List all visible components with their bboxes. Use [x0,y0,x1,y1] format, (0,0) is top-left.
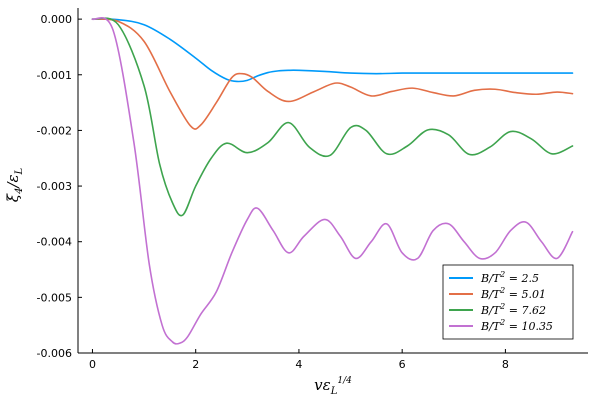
y-tick-label: -0.001 [37,69,72,82]
legend-label-2: B/T2 = 5.01 [480,286,546,301]
legend-label-1: B/T2 = 2.5 [480,270,539,285]
x-tick-label: 6 [399,358,406,371]
series-line-2 [91,18,574,130]
legend-label-3: B/T2 = 7.62 [480,302,546,317]
y-tick-label: -0.005 [37,291,72,304]
y-tick-label: -0.006 [37,347,72,360]
legend-label-4: B/T2 = 10.35 [480,318,553,333]
series-line-3 [91,17,574,217]
series-lines [91,16,574,345]
y-tick-label: -0.003 [37,180,72,193]
y-axis-label: ξ4/εL [4,167,25,202]
legend: B/T2 = 2.5B/T2 = 5.01B/T2 = 7.62B/T2 = 1… [442,264,574,340]
y-tick-label: 0.000 [41,13,73,26]
x-tick-label: 8 [502,358,509,371]
x-tick-label: 2 [192,358,199,371]
series-line-1 [91,18,574,83]
x-tick-label: 4 [295,358,302,371]
series-line-4 [91,16,574,345]
x-tick-label: 0 [89,358,96,371]
axes: 0 2 4 6 8 0.000 -0.001 -0.002 -0.003 -0.004 -0.005… [37,8,588,371]
x-axis-label: vεL1/4 [314,376,352,397]
y-tick-label: -0.004 [37,236,72,249]
y-tick-label: -0.002 [37,124,72,137]
